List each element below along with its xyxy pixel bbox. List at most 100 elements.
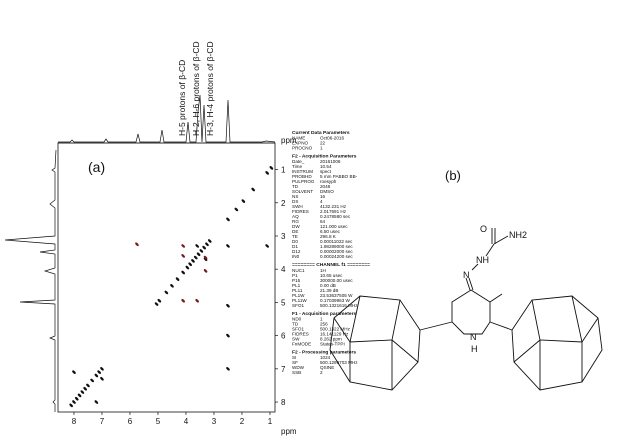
parameter-name: DE	[292, 229, 298, 234]
atom-label: O	[480, 224, 487, 234]
parameter-value: 0.00 dB	[320, 283, 336, 288]
cross-peak	[234, 207, 239, 212]
cross-peak	[170, 284, 174, 288]
parameter-section-title: F2 - Processing parameters	[292, 349, 356, 355]
y-tick-label: 6	[281, 332, 286, 341]
parameter-value: 500.1299703 MHz	[320, 360, 358, 365]
cross-peak	[77, 393, 82, 398]
parameter-value: 300000.00 usec	[320, 278, 353, 283]
cross-peak	[94, 373, 99, 378]
parameter-value: DMSO	[320, 189, 334, 194]
y-tick-label: 2	[281, 199, 286, 208]
parameter-value: 4132.231 Hz	[320, 204, 347, 209]
parameter-value: 21.39 dB	[320, 288, 338, 293]
cross-peak	[199, 249, 204, 253]
parameter-name: SOLVENT	[292, 189, 313, 194]
cross-peak	[185, 265, 190, 270]
parameter-name: DW	[292, 224, 300, 229]
cross-peak	[181, 244, 185, 248]
y-tick-label: 5	[281, 298, 286, 307]
parameter-name: PULPROG	[292, 179, 315, 184]
parameter-name: TE	[292, 234, 298, 239]
parameter-name: PL1W	[292, 293, 305, 298]
parameter-section-title: Current Data Parameters	[292, 130, 350, 136]
parameter-value: 1	[320, 146, 323, 151]
cross-peak	[100, 377, 104, 381]
cross-peak	[195, 244, 199, 248]
parameter-name: PL11W	[292, 298, 307, 303]
cross-peak	[226, 244, 230, 248]
cross-peak	[226, 333, 230, 338]
parameter-name: D12	[292, 249, 301, 254]
cross-peak	[97, 370, 101, 374]
x-tick-label: 7	[100, 417, 105, 426]
parameter-name: FnMODE	[292, 341, 311, 346]
cross-peak	[164, 290, 169, 295]
parameter-value: 10.65 usec	[320, 273, 343, 278]
x-tick-label: 2	[240, 417, 245, 426]
cross-peak	[269, 166, 274, 170]
cross-peak	[191, 259, 195, 263]
parameter-section-title: ======== CHANNEL f1 ========	[292, 262, 370, 268]
cross-peak	[72, 370, 76, 374]
parameter-value: 1	[320, 316, 323, 321]
parameter-name: PL1	[292, 283, 301, 288]
cross-peak	[207, 239, 212, 243]
structure	[329, 228, 603, 391]
parameter-value: 22	[320, 141, 326, 146]
parameter-name: AQ	[292, 214, 299, 219]
cross-peak	[90, 378, 94, 383]
parameter-value: Oct06-2016	[320, 136, 344, 141]
x-tick-label: 8	[72, 417, 77, 426]
parameter-value: 6.50 usec	[320, 229, 341, 234]
parameter-name: NS	[292, 194, 298, 199]
parameter-name: EXPNO	[292, 141, 309, 146]
parameter-value: 0.2478580 sec	[320, 214, 351, 219]
cross-peak	[226, 367, 230, 371]
cross-peak	[226, 303, 230, 308]
parameter-value: States-TPPI	[320, 341, 345, 346]
x-tick-label: 4	[184, 417, 189, 426]
x-tick-label: 6	[128, 417, 133, 426]
parameter-value: 500.1322 MHz	[320, 326, 351, 331]
plot-frame	[57, 142, 276, 413]
cross-peak	[181, 270, 185, 275]
cross-peak	[94, 400, 99, 404]
cross-peak	[181, 298, 185, 303]
atom-label: H	[471, 344, 478, 354]
cross-peak	[265, 171, 269, 175]
cross-peak	[205, 242, 209, 247]
parameter-name: PROCNO	[292, 146, 313, 151]
parameter-value: 256	[320, 321, 328, 326]
parameter-value: 1024	[320, 355, 331, 360]
annotation: H-5 protons of β-CD	[177, 60, 187, 136]
parameter-value: 4	[320, 199, 323, 204]
y-tick-label: 7	[281, 365, 286, 374]
parameter-name: P15	[292, 278, 301, 283]
parameter-name: D1	[292, 244, 298, 249]
parameter-name: NAME	[292, 136, 305, 141]
cross-peak	[175, 277, 180, 281]
left-projection	[4, 149, 57, 412]
cross-peak	[74, 396, 79, 401]
parameter-name: P1	[292, 273, 298, 278]
parameter-value: 2	[320, 370, 323, 375]
panel-label: (b)	[445, 168, 461, 183]
cross-peak	[69, 403, 73, 408]
parameter-name: TD	[292, 184, 299, 189]
parameter-value: 20161006	[320, 159, 341, 164]
cross-peak	[265, 244, 269, 248]
parameter-name: SW	[292, 336, 300, 341]
cross-peak	[157, 298, 162, 303]
parameter-name: WDW	[292, 365, 305, 370]
parameter-value: QSINE	[320, 365, 334, 370]
cross-peak	[86, 383, 90, 388]
cross-peak	[188, 262, 192, 266]
y-tick-label: 4	[281, 265, 286, 274]
parameter-name: SFO1	[292, 326, 304, 331]
cross-peak	[195, 298, 199, 303]
x-axis-label: ppm	[281, 427, 297, 436]
cross-peak	[196, 252, 201, 257]
panel-label: (a)	[88, 159, 105, 175]
parameter-name: INSTRUM	[292, 169, 313, 174]
